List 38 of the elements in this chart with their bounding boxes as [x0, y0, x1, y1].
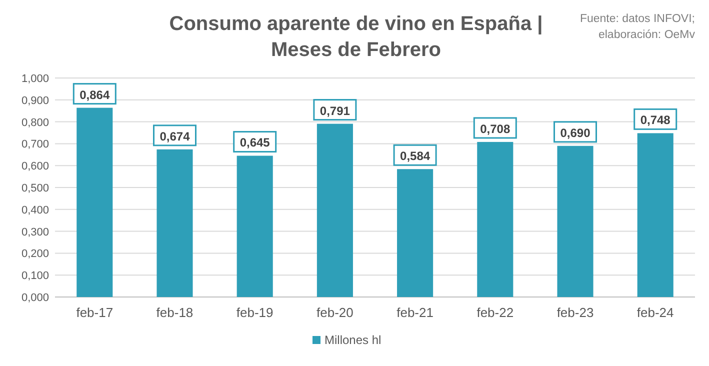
source-note: Fuente: datos INFOVI; elaboración: OeMv	[580, 13, 696, 41]
bar	[316, 124, 353, 297]
y-tick-label: 0,800	[21, 116, 49, 129]
bar	[557, 146, 594, 297]
bar	[156, 149, 193, 297]
y-tick-label: 0,400	[21, 204, 49, 216]
x-tick-label: feb-21	[396, 305, 434, 320]
legend-label: Millones hl	[324, 333, 382, 347]
bar	[397, 169, 434, 297]
data-label: 0,674	[160, 129, 190, 144]
y-tick-label: 0,200	[21, 248, 49, 260]
x-tick-label: feb-20	[316, 305, 354, 320]
y-tick-label: 0,500	[21, 182, 49, 194]
x-tick-label: feb-18	[156, 305, 194, 320]
bar	[76, 108, 113, 297]
bar	[637, 133, 674, 297]
x-tick-label: feb-22	[476, 305, 514, 320]
y-tick-label: 0,300	[21, 226, 49, 238]
bar	[236, 156, 273, 297]
data-label: 0,690	[560, 126, 591, 140]
data-label: 0,645	[240, 136, 270, 150]
x-tick-label: feb-24	[636, 305, 674, 320]
y-tick-label: 0,600	[21, 160, 49, 173]
x-tick-label: feb-23	[556, 305, 594, 320]
x-tick-label: feb-19	[236, 305, 274, 320]
chart-title: Consumo aparente de vino en España | Meses de Febrero	[169, 13, 543, 61]
x-tick-label: feb-17	[76, 305, 114, 320]
data-label: 0,584	[400, 149, 430, 164]
bar	[477, 142, 514, 297]
y-tick-label: 0,700	[21, 138, 49, 151]
y-tick-label: 0,900	[21, 94, 49, 107]
y-tick-label: 0,100	[21, 270, 49, 282]
data-label: 0,708	[480, 122, 510, 136]
y-tick-label: 0,000	[21, 292, 49, 304]
y-tick-label: 1,000	[21, 73, 49, 85]
data-label: 0,748	[640, 113, 671, 128]
data-label: 0,864	[80, 88, 110, 102]
data-label: 0,791	[320, 104, 350, 118]
